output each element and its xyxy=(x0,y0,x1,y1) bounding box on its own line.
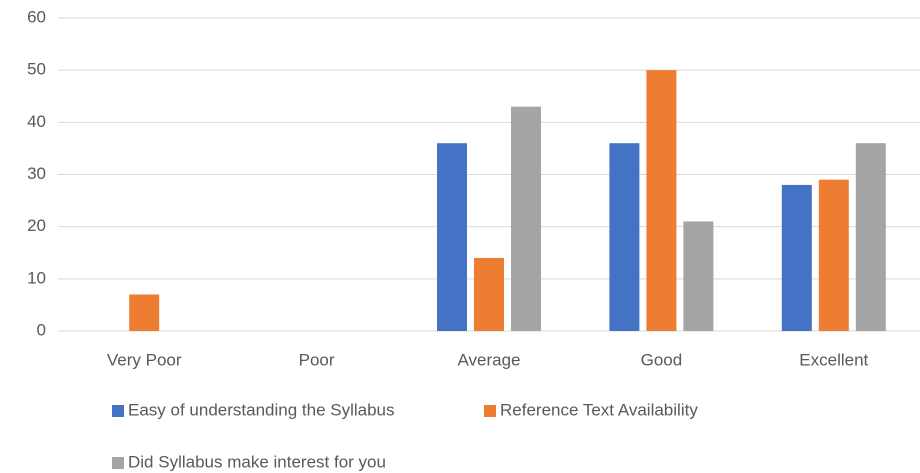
bar xyxy=(683,221,714,331)
y-tick-label: 10 xyxy=(27,268,46,287)
y-tick-label: 40 xyxy=(27,112,46,131)
legend-swatch xyxy=(112,405,124,417)
y-tick-label: 20 xyxy=(27,216,46,235)
bar xyxy=(437,143,467,331)
bar xyxy=(855,143,886,331)
y-tick-label: 60 xyxy=(27,7,46,26)
x-tick-label: Average xyxy=(457,350,520,369)
x-tick-label: Excellent xyxy=(799,350,868,369)
bar xyxy=(474,257,504,331)
y-tick-label: 0 xyxy=(37,320,46,339)
y-tick-label: 30 xyxy=(27,164,46,183)
x-tick-label: Very Poor xyxy=(107,350,182,369)
legend-swatch xyxy=(112,457,124,469)
bar xyxy=(609,143,640,331)
x-tick-label: Poor xyxy=(299,350,335,369)
x-tick-label: Good xyxy=(641,350,683,369)
bar xyxy=(781,184,812,331)
legend-label: Did Syllabus make interest for you xyxy=(128,452,386,471)
legend-label: Reference Text Availability xyxy=(500,400,698,419)
bar xyxy=(129,294,160,331)
bar xyxy=(511,106,541,331)
legend-label: Easy of understanding the Syllabus xyxy=(128,400,395,419)
bar xyxy=(646,70,677,332)
y-tick-label: 50 xyxy=(27,60,46,79)
bar xyxy=(818,179,849,331)
legend-swatch xyxy=(484,405,496,417)
